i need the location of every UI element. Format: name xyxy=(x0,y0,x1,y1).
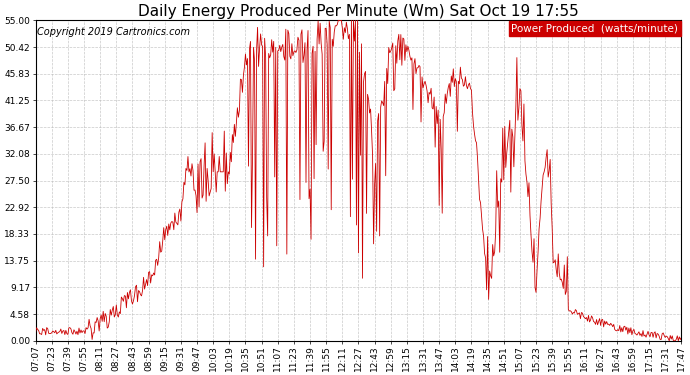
Text: Copyright 2019 Cartronics.com: Copyright 2019 Cartronics.com xyxy=(37,27,190,37)
Title: Daily Energy Produced Per Minute (Wm) Sat Oct 19 17:55: Daily Energy Produced Per Minute (Wm) Sa… xyxy=(138,4,579,19)
Text: Power Produced  (watts/minute): Power Produced (watts/minute) xyxy=(511,24,678,33)
